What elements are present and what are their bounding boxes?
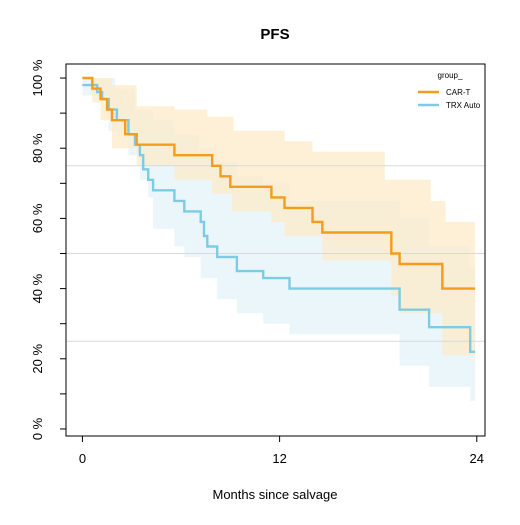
legend-title: group_ [438,71,463,80]
trx-auto-survival-curve [82,83,476,353]
x-tick-label: 0 [79,451,86,466]
y-tick-label: 40 % [30,273,45,303]
y-tick-label: 80 % [30,133,45,163]
car-t-survival-curve [82,76,476,290]
reference-lines [66,165,485,342]
plot-frame [65,63,486,437]
x-tick-label: 12 [272,451,286,466]
legend: group_ CAR-T TRX Auto [418,71,481,110]
x-tick-label: 24 [470,451,484,466]
y-tick-label: 100 % [30,59,45,96]
survival-curves [82,76,476,353]
x-axis-label: Months since salvage [212,487,337,502]
y-tick-label: 20 % [30,344,45,374]
y-tick-label: 60 % [30,203,45,233]
y-tick-label: 0 % [30,417,45,440]
axes: 0 12 24 0 % 20 % 40 % 60 % 80 % 100 % [30,59,484,466]
confidence-bands [82,78,476,415]
chart-title: PFS [260,26,289,43]
car-t-ci-band [82,78,476,356]
car-t-legend-label: CAR-T [446,88,471,97]
trx-auto-legend-label: TRX Auto [446,101,481,110]
